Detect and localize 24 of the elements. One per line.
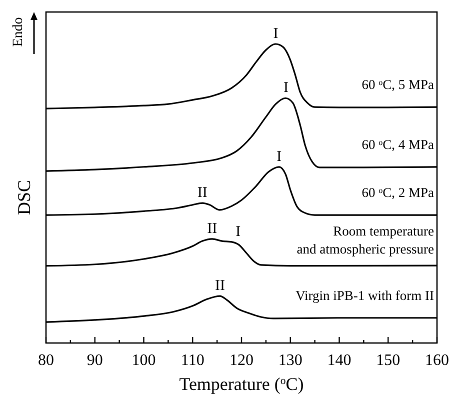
annotation: II [207, 220, 218, 237]
x-tick-label: 110 [180, 352, 204, 369]
x-tick-label: 90 [86, 352, 103, 369]
series-label: 60 $^{o}$C, 4 MPa [362, 136, 434, 152]
annotation: I [276, 148, 282, 165]
x-tick-label: 120 [230, 352, 254, 369]
x-tick-label: 140 [327, 352, 352, 369]
annotation: II [214, 278, 225, 294]
x-tick-label: 100 [132, 352, 156, 369]
series-label: 60 $^{o}$C, 2 MPa [362, 185, 434, 200]
annotation: II [197, 185, 208, 202]
x-tick-label: 160 [425, 352, 449, 369]
x-tick-label: 130 [278, 352, 302, 369]
series-label: Room temperature and atmospheric pressure [296, 224, 434, 257]
x-axis-title: Temperature ($^{o}$C) [179, 374, 304, 394]
text: Endo [11, 17, 26, 47]
y-axis-title: DSC [14, 180, 34, 216]
annotation: I [236, 224, 241, 240]
series-label: 60 $^{o}$C, 5 MPa [362, 77, 434, 92]
x-tick-label: 150 [376, 352, 400, 369]
x-tick-label: 80 [38, 352, 54, 369]
annotation: I [283, 80, 288, 96]
annotation: I [273, 26, 278, 42]
series-label: Virgin iPB-1 with form II [296, 288, 434, 303]
